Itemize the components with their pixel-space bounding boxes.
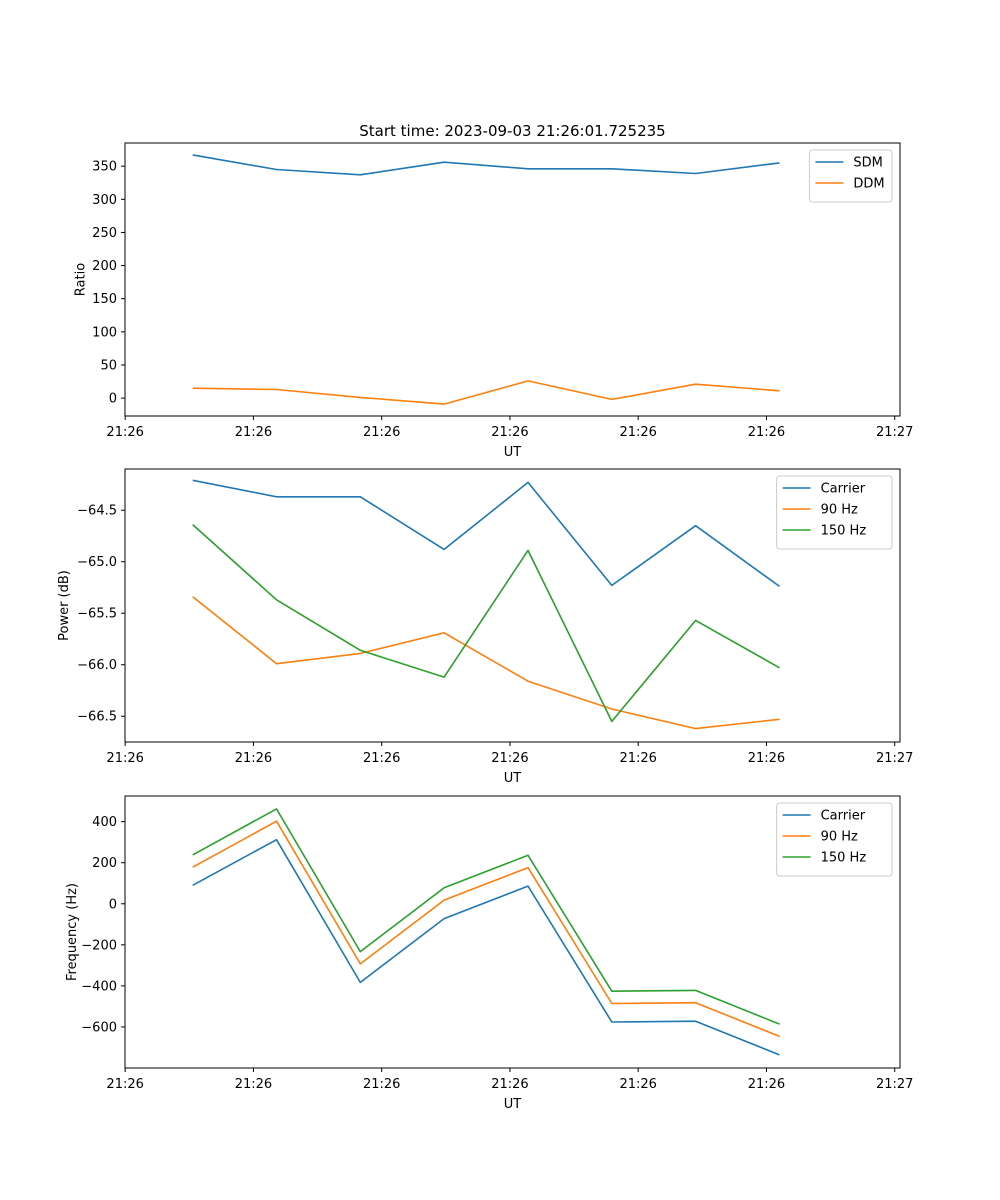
y-tick-label: 0 (109, 392, 117, 407)
x-tick-label: 21:26 (491, 425, 528, 440)
y-tick-label: −65.0 (77, 555, 117, 570)
y-tick-label: −65.5 (77, 607, 117, 622)
y-tick-label: −66.5 (77, 710, 117, 725)
y-axis-label: Frequency (Hz) (65, 883, 80, 981)
legend-label: Carrier (821, 482, 866, 497)
x-tick-label: 21:26 (619, 1077, 656, 1092)
legend-label: Carrier (821, 809, 866, 824)
series-line-sdm (192, 154, 780, 176)
x-tick-label: 21:26 (363, 425, 400, 440)
x-tick-label: 21:27 (876, 1077, 913, 1092)
x-axis-label: UT (504, 1097, 522, 1112)
legend: SDM DDM (808, 149, 893, 203)
series-line-carrier (192, 479, 780, 588)
x-tick-label: 21:26 (235, 751, 272, 766)
y-tick-label: −66.0 (77, 658, 117, 673)
series-line-90-hz (192, 596, 780, 730)
y-axis-label: Power (dB) (57, 570, 72, 641)
series-line-150-hz (192, 808, 780, 1025)
y-tick-label: 0 (109, 897, 117, 912)
y-tick-label: −200 (81, 938, 117, 953)
legend: Carrier 90 Hz 150 Hz (776, 475, 893, 550)
y-tick-label: 150 (92, 292, 117, 307)
figure-title: Start time: 2023-09-03 21:26:01.725235 (359, 122, 665, 140)
legend-label: 90 Hz (821, 503, 858, 518)
x-tick-label: 21:27 (876, 425, 913, 440)
x-tick-label: 21:26 (491, 1077, 528, 1092)
legend-label: 90 Hz (821, 830, 858, 845)
x-tick-label: 21:26 (619, 425, 656, 440)
legend-label: 150 Hz (821, 524, 867, 539)
y-tick-label: 300 (92, 193, 117, 208)
x-axis-label: UT (504, 445, 522, 460)
x-tick-label: 21:26 (619, 751, 656, 766)
x-tick-label: 21:26 (363, 751, 400, 766)
x-tick-label: 21:26 (235, 425, 272, 440)
y-tick-label: 100 (92, 325, 117, 340)
plot-frame (124, 142, 901, 417)
x-tick-label: 21:26 (491, 751, 528, 766)
x-tick-label: 21:26 (106, 425, 143, 440)
x-tick-label: 21:26 (748, 425, 785, 440)
chart-1: 21:26 21:26 21:26 21:26 21:26 21:26 21:27 0 50 10… (73, 142, 913, 460)
x-tick-label: 21:26 (748, 751, 785, 766)
y-tick-label: −400 (81, 979, 117, 994)
plot-frame (124, 468, 901, 743)
x-tick-label: 21:26 (363, 1077, 400, 1092)
legend-label: 150 Hz (821, 851, 867, 866)
plot-frame (124, 795, 901, 1069)
y-tick-label: −600 (81, 1020, 117, 1035)
series-line-carrier (192, 838, 780, 1056)
y-tick-label: 250 (92, 226, 117, 241)
x-tick-label: 21:26 (106, 1077, 143, 1092)
y-tick-label: 200 (92, 259, 117, 274)
legend-label: DDM (853, 177, 884, 192)
chart-3: 21:26 21:26 21:26 21:26 21:26 21:26 21:27 −600 −… (65, 795, 913, 1112)
legend: Carrier 90 Hz 150 Hz (776, 802, 893, 877)
legend-label: SDM (853, 156, 882, 171)
y-tick-label: 350 (92, 160, 117, 175)
y-tick-label: 50 (100, 358, 117, 373)
y-axis-label: Ratio (73, 263, 88, 296)
legend-box (808, 149, 893, 203)
x-tick-label: 21:27 (876, 751, 913, 766)
chart-2: 21:26 21:26 21:26 21:26 21:26 21:26 21:27 −66.5… (57, 468, 913, 786)
y-tick-label: 200 (92, 856, 117, 871)
series-line-150-hz (192, 524, 780, 723)
y-tick-label: 400 (92, 815, 117, 830)
x-tick-label: 21:26 (106, 751, 143, 766)
x-axis-label: UT (504, 771, 522, 786)
y-tick-label: −64.5 (77, 504, 117, 519)
x-tick-label: 21:26 (235, 1077, 272, 1092)
charts: 21:26 21:26 21:26 21:26 21:26 21:26 21:27 0 50 10… (57, 142, 913, 1112)
x-tick-label: 21:26 (748, 1077, 785, 1092)
series-line-90-hz (192, 820, 780, 1038)
series-line-ddm (192, 380, 780, 405)
